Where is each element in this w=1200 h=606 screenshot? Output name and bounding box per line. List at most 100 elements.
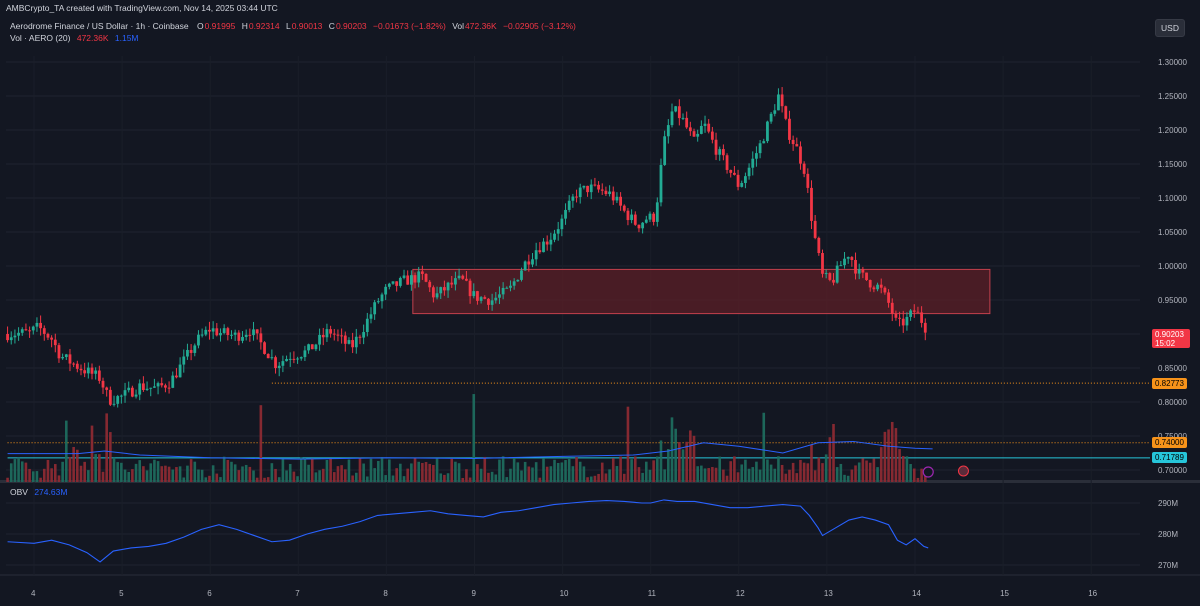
candle-body	[755, 153, 758, 159]
volume-bar	[39, 477, 42, 482]
candle-body	[699, 125, 703, 134]
candle-body	[406, 275, 410, 285]
candle-body	[707, 123, 711, 132]
candle-body	[909, 310, 912, 317]
symbol-title[interactable]: Aerodrome Finance / US Dollar · 1h · Coi…	[10, 21, 189, 31]
volume-bar	[266, 477, 270, 482]
volume-ma-polyline	[7, 440, 933, 460]
volume-bar	[354, 472, 358, 482]
volume-bar	[729, 461, 733, 482]
candle-body	[545, 241, 549, 245]
candle-body	[721, 149, 725, 156]
volume-bar	[164, 465, 167, 482]
volume-bar	[714, 467, 718, 482]
candle-body	[200, 334, 204, 336]
volume-bar	[296, 476, 299, 482]
volume-bar	[509, 468, 512, 482]
support-lines	[7, 382, 1150, 459]
volume-bar	[586, 477, 589, 482]
candle-body	[527, 261, 531, 265]
candle-body	[387, 283, 391, 287]
candle-body	[560, 218, 564, 230]
volume-bar	[362, 463, 365, 482]
volume-bar	[351, 475, 354, 482]
volume-bar	[674, 428, 677, 482]
volume-bar	[736, 472, 740, 482]
candle-body	[630, 214, 634, 221]
volume-bar	[186, 465, 189, 482]
candle-body	[127, 387, 131, 391]
volume-bar	[582, 466, 586, 482]
volume-bar	[619, 456, 622, 482]
volume-bar	[567, 458, 571, 482]
volume-bar	[76, 449, 79, 482]
vol-value: 472.36K	[465, 21, 497, 31]
candle-body	[391, 281, 395, 284]
volume-bar	[538, 477, 542, 482]
volume-bar	[527, 466, 531, 482]
candle-body	[164, 385, 167, 388]
candle-body	[835, 265, 839, 283]
volume-bar	[678, 442, 681, 482]
candle-body	[332, 333, 336, 335]
volume-bar	[769, 464, 773, 482]
volume-bar	[703, 468, 707, 482]
obv-line	[7, 499, 929, 563]
candle-body	[648, 213, 652, 220]
volume-bar	[204, 477, 208, 482]
candle-body	[329, 329, 333, 334]
volume-bar	[13, 459, 17, 482]
candle-body	[589, 184, 593, 193]
volume-bar	[343, 469, 347, 482]
volume-indicator-legend[interactable]: Vol · AERO (20) 472.36K 1.15M	[10, 33, 143, 43]
symbol-legend[interactable]: Aerodrome Finance / US Dollar · 1h · Coi…	[10, 21, 580, 31]
volume-bar	[795, 473, 799, 482]
candle-body	[534, 250, 538, 260]
high-value: 0.92314	[248, 21, 280, 31]
volume-bar	[424, 462, 428, 482]
volume-bar	[219, 477, 222, 482]
candle-body	[567, 200, 571, 210]
volume-bar	[751, 467, 755, 482]
volume-bar	[747, 468, 751, 482]
volume-bar	[193, 461, 197, 482]
candle-body	[571, 196, 575, 201]
candle-body	[751, 158, 755, 168]
price-tick-label: 0.85000	[1158, 364, 1187, 373]
candle-body	[857, 269, 861, 274]
candle-body	[468, 280, 472, 297]
volume-bars	[6, 394, 927, 482]
volume-bar	[791, 462, 795, 482]
volume-bar	[626, 406, 630, 482]
candle-body	[644, 219, 648, 223]
candle-body	[549, 239, 553, 245]
volume-bar	[564, 460, 567, 482]
obv-label[interactable]: OBV	[10, 487, 28, 497]
candle-body	[523, 261, 527, 271]
currency-button[interactable]: USD	[1155, 19, 1185, 37]
volume-bar	[648, 469, 652, 482]
volume-bar	[321, 468, 325, 482]
candle-body	[171, 375, 175, 388]
volume-bar	[821, 463, 824, 482]
volume-indicator-label[interactable]: Vol · AERO (20)	[10, 33, 71, 43]
candle-body	[237, 332, 241, 341]
volume-bar	[443, 474, 446, 482]
obv-legend[interactable]: OBV 274.63M	[10, 487, 71, 497]
volume-bar	[641, 472, 644, 482]
volume-bar	[314, 472, 318, 482]
volume-bar	[156, 461, 160, 482]
candle-body	[788, 118, 791, 140]
candle-body	[476, 291, 479, 301]
volume-bar	[722, 469, 725, 482]
candle-body	[145, 388, 149, 390]
volume-bar	[802, 462, 806, 482]
candle-body	[435, 293, 439, 298]
vol-change-value: −0.02905 (−3.12%)	[503, 21, 576, 31]
candle-body	[685, 117, 689, 128]
candle-body	[39, 322, 43, 329]
volume-bar	[523, 461, 527, 482]
volume-bar	[890, 421, 894, 482]
candle-body	[872, 287, 876, 290]
